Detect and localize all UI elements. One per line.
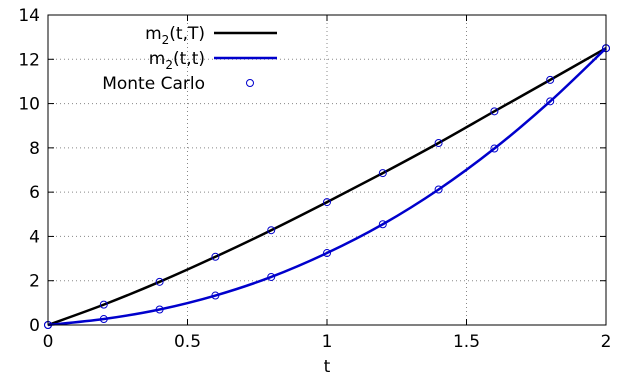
x-tick-label: 0 [43, 332, 54, 352]
x-tick-label: 0.5 [174, 332, 201, 352]
monte-carlo-marker [378, 169, 387, 178]
monte-carlo-marker [323, 198, 331, 207]
monte-carlo-marker [434, 185, 443, 194]
y-tick-label: 12 [18, 50, 40, 70]
legend-label: m2(t,T) [145, 24, 205, 47]
monte-carlo-marker [211, 291, 220, 300]
x-axis-label: t [324, 357, 331, 374]
legend-swatch-marker [246, 79, 254, 87]
x-tick-label: 1 [322, 332, 333, 352]
axis-ticks: 0 0.5 1 1.5 2 0 2 4 6 8 10 12 14 [18, 6, 611, 352]
monte-carlo-marker [323, 249, 331, 258]
monte-carlo-marker [546, 97, 555, 106]
monte-carlo-marker [546, 75, 555, 84]
x-tick-label: 2 [601, 332, 612, 352]
y-tick-label: 4 [29, 227, 40, 247]
y-tick-label: 6 [29, 183, 40, 203]
monte-carlo-marker [155, 305, 164, 314]
monte-carlo-marker [99, 300, 108, 309]
monte-carlo-marker [378, 220, 387, 229]
y-tick-label: 2 [29, 272, 40, 292]
monte-carlo-marker [99, 315, 108, 324]
monte-carlo-marker [434, 138, 443, 147]
grid [48, 15, 606, 325]
y-tick-label: 10 [18, 95, 40, 115]
y-tick-label: 0 [29, 316, 40, 336]
monte-carlo-marker [211, 252, 220, 261]
monte-carlo-marker [490, 107, 499, 116]
series-line-2 [47, 47, 607, 327]
legend-label: Monte Carlo [102, 74, 205, 94]
legend: m2(t,T)m2(t,t)Monte Carlo [102, 24, 277, 94]
y-tick-label: 14 [18, 6, 40, 26]
y-tick-label: 8 [29, 139, 40, 159]
monte-carlo-marker [155, 277, 164, 286]
monte-carlo-marker [267, 226, 276, 235]
monte-carlo-marker [490, 144, 499, 153]
plot-frame [47, 14, 607, 326]
x-tick-label: 1.5 [453, 332, 480, 352]
legend-label: m2(t,t) [149, 49, 205, 72]
plot-series [44, 44, 610, 329]
monte-carlo-marker [267, 272, 276, 281]
